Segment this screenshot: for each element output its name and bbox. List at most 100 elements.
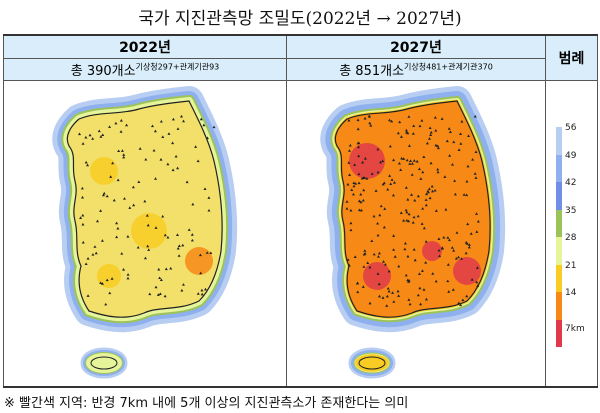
station-marker bbox=[190, 233, 194, 236]
station-marker bbox=[437, 248, 441, 252]
station-marker bbox=[122, 155, 126, 159]
station-marker bbox=[126, 276, 130, 280]
total-2022: 총 390개소기상청297+관계기관93 bbox=[3, 58, 287, 81]
station-marker bbox=[434, 143, 438, 147]
density-hotspot bbox=[363, 262, 391, 290]
station-marker bbox=[117, 149, 121, 153]
station-marker bbox=[474, 150, 478, 154]
station-marker bbox=[459, 132, 463, 135]
station-marker bbox=[363, 249, 367, 252]
legend-swatch bbox=[556, 209, 562, 237]
station-marker bbox=[450, 246, 454, 249]
station-marker bbox=[420, 269, 424, 272]
legend-label: 35 bbox=[565, 205, 577, 216]
station-marker bbox=[447, 290, 451, 293]
station-marker bbox=[377, 294, 381, 298]
station-marker bbox=[94, 251, 98, 255]
station-marker bbox=[413, 258, 417, 262]
station-marker bbox=[97, 129, 101, 133]
station-marker bbox=[453, 179, 457, 182]
station-marker bbox=[425, 192, 429, 196]
station-marker bbox=[442, 235, 446, 239]
station-marker bbox=[352, 184, 356, 188]
station-marker bbox=[372, 214, 376, 218]
station-marker bbox=[115, 221, 119, 225]
station-marker bbox=[356, 127, 360, 131]
station-marker bbox=[383, 262, 387, 266]
station-marker bbox=[457, 301, 461, 305]
station-marker bbox=[382, 181, 386, 185]
station-marker bbox=[410, 173, 414, 176]
station-marker bbox=[101, 193, 105, 197]
station-marker bbox=[99, 281, 103, 284]
legend-swatch bbox=[556, 182, 562, 210]
station-marker bbox=[416, 214, 420, 218]
station-marker bbox=[158, 276, 162, 280]
station-marker bbox=[425, 141, 429, 145]
station-marker bbox=[95, 219, 99, 223]
station-marker bbox=[374, 189, 378, 192]
station-marker bbox=[387, 269, 391, 273]
station-marker bbox=[363, 176, 367, 179]
station-marker bbox=[137, 180, 141, 184]
station-marker bbox=[475, 212, 479, 215]
year-2022-header: 2022년 bbox=[3, 34, 287, 59]
station-marker bbox=[203, 187, 207, 191]
station-marker bbox=[408, 162, 412, 165]
station-marker bbox=[405, 158, 409, 162]
station-marker bbox=[368, 121, 372, 125]
station-marker bbox=[424, 240, 428, 243]
station-marker bbox=[406, 131, 410, 135]
station-marker bbox=[191, 202, 195, 206]
station-marker bbox=[415, 159, 419, 163]
station-marker bbox=[348, 143, 352, 147]
station-marker bbox=[356, 145, 360, 149]
station-marker bbox=[404, 208, 408, 212]
station-marker bbox=[448, 154, 452, 157]
station-marker bbox=[453, 192, 457, 196]
station-marker bbox=[361, 160, 365, 164]
station-marker bbox=[154, 285, 158, 289]
station-marker bbox=[459, 303, 463, 307]
station-marker bbox=[349, 228, 353, 232]
station-marker bbox=[180, 288, 184, 292]
station-marker bbox=[389, 182, 393, 186]
station-marker bbox=[424, 203, 428, 207]
jeju-outline bbox=[90, 356, 118, 370]
station-marker bbox=[356, 141, 360, 145]
station-marker bbox=[356, 118, 360, 122]
station-marker bbox=[182, 119, 186, 123]
station-marker bbox=[353, 255, 357, 258]
station-marker bbox=[91, 253, 95, 256]
station-marker bbox=[424, 260, 428, 264]
station-marker bbox=[397, 294, 401, 297]
station-marker bbox=[199, 271, 203, 275]
legend-label: 56 bbox=[565, 123, 577, 133]
station-marker bbox=[405, 210, 409, 214]
station-marker bbox=[136, 245, 140, 249]
legend-color-bar bbox=[556, 127, 562, 347]
station-marker bbox=[81, 222, 85, 226]
station-marker bbox=[347, 118, 351, 122]
station-marker bbox=[115, 235, 119, 239]
station-marker bbox=[469, 232, 473, 235]
station-marker bbox=[404, 273, 408, 277]
station-marker bbox=[204, 287, 208, 291]
station-marker bbox=[347, 149, 351, 152]
station-marker bbox=[446, 236, 450, 239]
station-marker bbox=[138, 147, 142, 150]
station-marker bbox=[467, 134, 471, 138]
station-marker bbox=[366, 261, 370, 264]
station-marker bbox=[362, 265, 366, 268]
station-marker bbox=[166, 162, 170, 166]
station-marker bbox=[372, 252, 376, 256]
station-marker bbox=[440, 246, 444, 249]
legend-swatch bbox=[556, 264, 562, 292]
station-marker bbox=[381, 159, 385, 163]
station-marker bbox=[119, 130, 123, 133]
footnote: ※ 빨간색 지역: 반경 7km 내에 5개 이상의 지진관측소가 존재한다는 … bbox=[4, 396, 409, 411]
station-marker bbox=[471, 157, 475, 161]
station-marker bbox=[470, 277, 474, 281]
station-marker bbox=[422, 288, 426, 291]
station-marker bbox=[368, 301, 372, 305]
